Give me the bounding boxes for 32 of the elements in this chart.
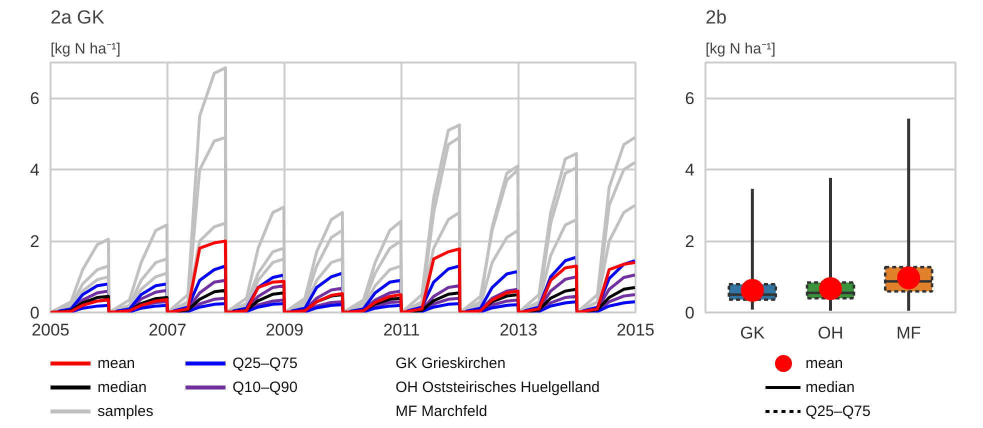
text: MF Marchfeld — [396, 403, 488, 420]
legend-label: median — [98, 379, 147, 396]
x-tick-label: 2013 — [500, 320, 538, 340]
x-tick-label: 2007 — [148, 320, 186, 340]
y-tick-label: 2 — [30, 232, 40, 252]
x-tick-label: 2009 — [266, 320, 304, 340]
y-tick-label: 0 — [685, 304, 695, 322]
x-tick-label: 2015 — [616, 320, 654, 340]
x-tick-label: OH — [818, 324, 844, 342]
legend-label: mean — [806, 355, 844, 372]
chart-title: 2a GK — [50, 8, 105, 28]
legend-label: mean — [98, 355, 136, 372]
y-tick-label: 0 — [30, 304, 40, 322]
text: median — [806, 379, 855, 396]
y-axis-title: [kg N ha⁻¹] — [50, 40, 121, 58]
y-tick-label: 2 — [685, 232, 695, 252]
y-tick-label: 4 — [30, 160, 40, 180]
x-tick-label: 2005 — [32, 320, 70, 340]
y-tick-label: 4 — [685, 160, 695, 180]
legend-label: Q10–Q90 — [232, 379, 298, 396]
text: Q25–Q75 — [806, 403, 871, 420]
chart-title: 2b — [706, 8, 727, 28]
y-tick-label: 6 — [30, 89, 40, 108]
y-axis-title: [kg N ha⁻¹] — [706, 40, 776, 58]
x-tick-label: GK — [740, 324, 766, 342]
y-tick-label: 6 — [685, 89, 695, 108]
x-tick-label: MF — [896, 324, 921, 342]
x-tick-label: 2011 — [383, 320, 420, 340]
legend-label: samples — [98, 403, 154, 420]
text: OH Oststeirisches Huelgelland — [396, 379, 600, 396]
legend-label: Q25–Q75 — [232, 355, 298, 372]
text: GK Grieskirchen — [396, 355, 506, 372]
